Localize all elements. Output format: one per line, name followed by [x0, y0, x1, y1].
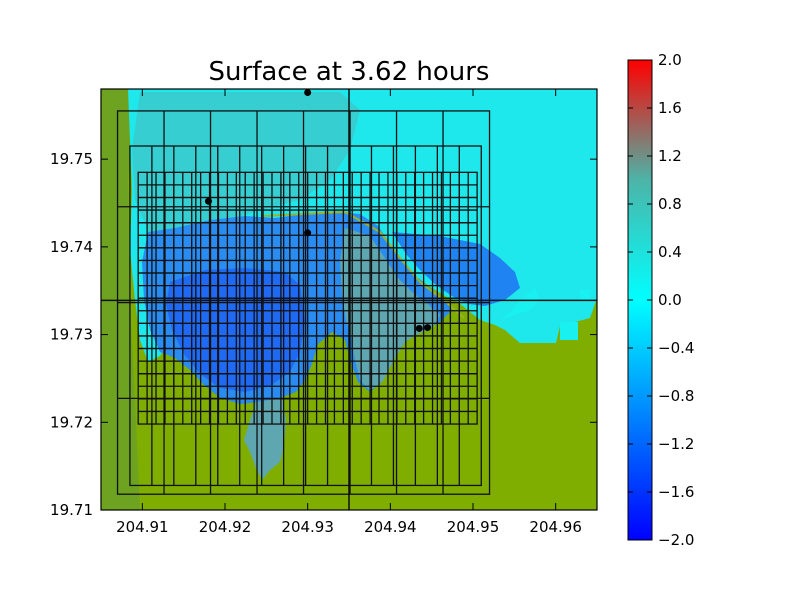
plot-frame — [100, 88, 598, 511]
plot-area — [101, 89, 597, 510]
colorbar-tick-label: 2.0 — [658, 51, 682, 69]
colorbar-tick-label: −1.6 — [658, 483, 694, 501]
colorbar-tick-label: 0.8 — [658, 195, 682, 213]
y-tick-label: 19.72 — [50, 413, 93, 431]
colorbar-tick-label: 1.6 — [658, 99, 682, 117]
colorbar-ticks: 2.0 1.6 1.2 0.8 0.4 0.0 −0.4 −0.8 −1.2 −1.6 −2.0 — [628, 51, 694, 549]
water-peninsula — [340, 228, 440, 391]
gauge-point — [424, 324, 432, 332]
gauge-point — [415, 324, 423, 332]
y-tick-label: 19.73 — [50, 326, 93, 344]
x-tick-label: 204.95 — [447, 518, 500, 536]
coastline-peninsula — [344, 211, 465, 319]
colorbar-tick-label: −0.4 — [658, 339, 694, 357]
colorbar-tick-label: −2.0 — [658, 531, 694, 549]
x-tick-label: 204.92 — [199, 518, 252, 536]
x-tick-label: 204.94 — [364, 518, 417, 536]
colorbar-tick-label: −1.2 — [658, 435, 694, 453]
colorbar-tick-label: −0.8 — [658, 387, 694, 405]
amr-patch-grid — [101, 89, 597, 510]
colorbar-tick-label: 0.4 — [658, 243, 682, 261]
x-axis: 204.91 204.92 204.93 204.94 204.95 204.96 — [116, 89, 582, 536]
y-tick-label: 19.74 — [50, 238, 93, 256]
y-axis: 19.71 19.72 19.73 19.74 19.75 — [50, 150, 597, 519]
y-tick-label: 19.71 — [50, 501, 93, 519]
chart-title: Surface at 3.62 hours — [209, 57, 490, 87]
colorbar-tick-label: 1.2 — [658, 147, 682, 165]
x-tick-label: 204.91 — [116, 518, 169, 536]
gauge-point — [204, 197, 212, 205]
gauge-point — [304, 229, 312, 237]
y-tick-label: 19.75 — [50, 150, 93, 168]
x-tick-label: 204.96 — [529, 518, 582, 536]
colorbar: 2.0 1.6 1.2 0.8 0.4 0.0 −0.4 −0.8 −1.2 −1.6 −2.0 — [627, 51, 694, 549]
colorbar-tick-label: 0.0 — [658, 291, 682, 309]
x-tick-label: 204.93 — [281, 518, 334, 536]
